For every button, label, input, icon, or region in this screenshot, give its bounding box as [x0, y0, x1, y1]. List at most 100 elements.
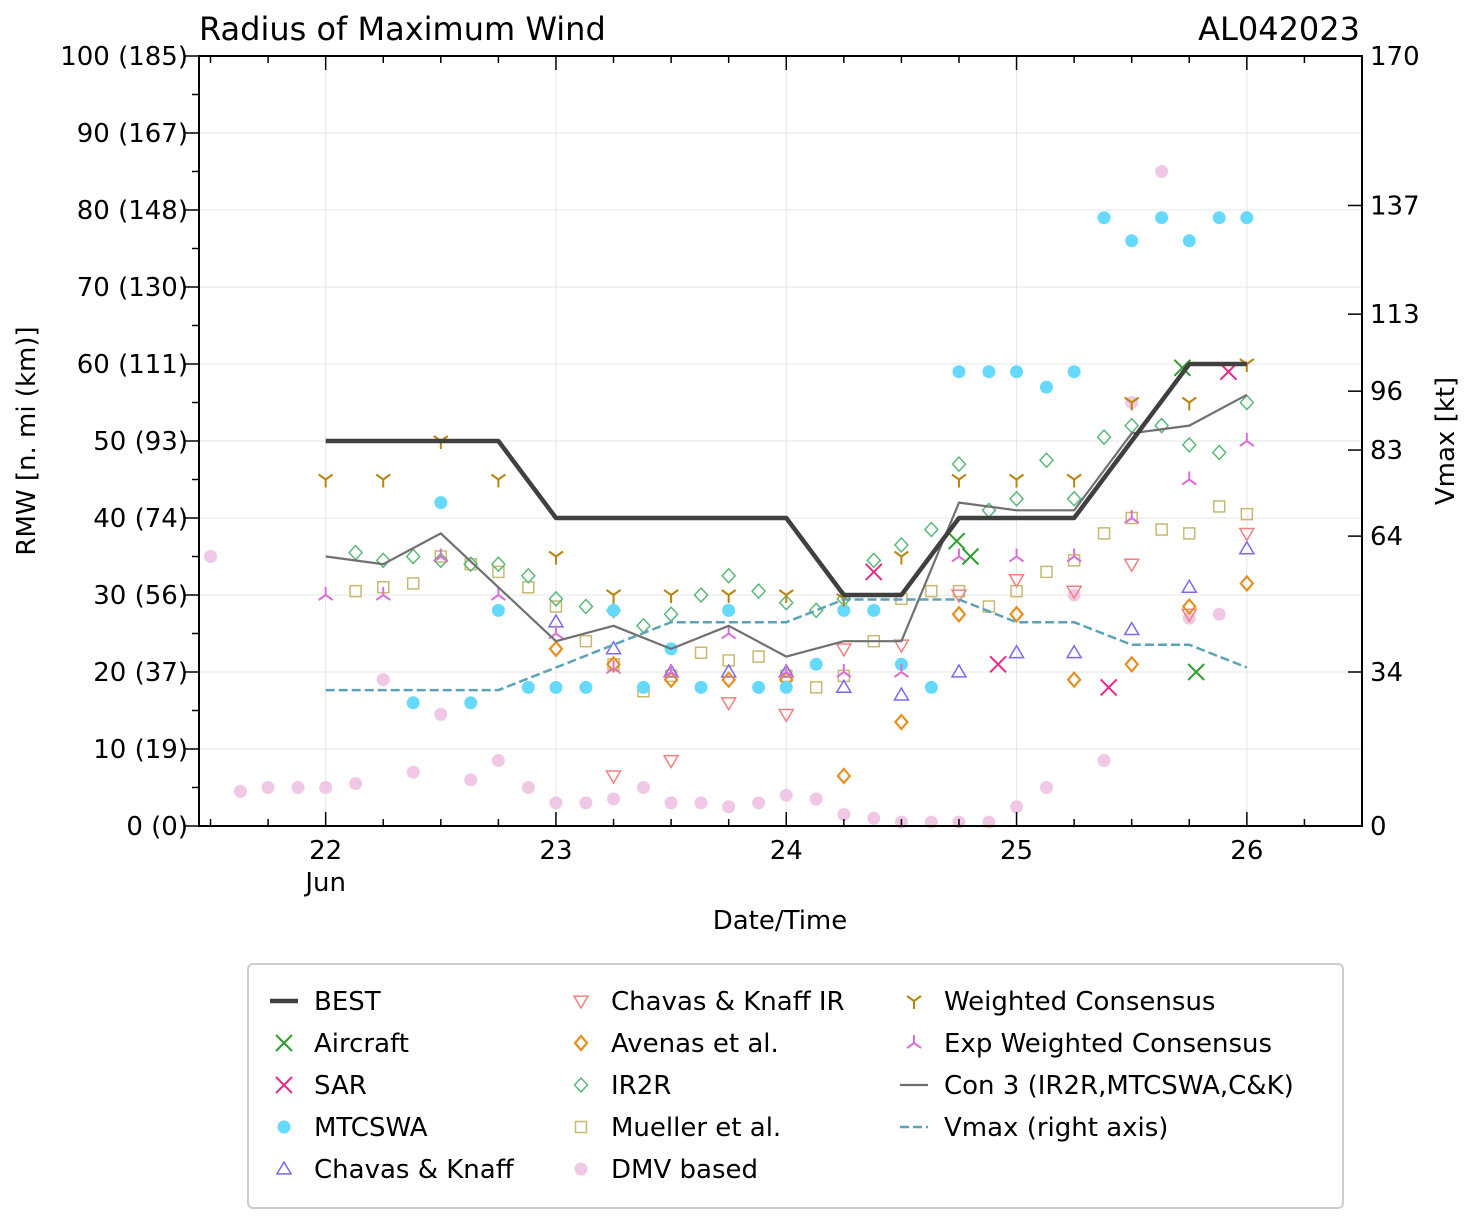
legend-swatch	[573, 1076, 589, 1094]
y-tick-label: 100 (185)	[60, 42, 188, 72]
series-mueller-et-al	[349, 500, 1254, 698]
chavas-knaff-ir-point	[605, 770, 622, 785]
exp-weighted-consensus-point	[605, 660, 622, 674]
legend-swatch	[906, 1035, 922, 1049]
chavas-knaff-ir-point	[662, 754, 680, 770]
y-tick-label: 60 (111)	[77, 350, 188, 380]
mueller-et-al-point	[406, 577, 420, 590]
legend-entry-weighted-consensus: Weighted Consensus	[906, 987, 1215, 1017]
dmv-based-point	[549, 796, 563, 810]
ir2r-point	[923, 521, 939, 538]
y-tick-label: 80 (148)	[77, 196, 188, 226]
chavas-knaff-ir-point	[1180, 608, 1198, 623]
legend-label: Weighted Consensus	[944, 987, 1215, 1017]
exp-weighted-consensus-point	[375, 587, 391, 601]
chavas-knaff-ir-point	[1123, 558, 1141, 573]
series-sar	[865, 362, 1238, 697]
chavas-knaff-ir-point	[950, 589, 968, 604]
chavas-knaff-ir-point	[720, 697, 737, 712]
exp-weighted-consensus-point	[663, 664, 679, 678]
mueller-et-al-point	[549, 600, 563, 613]
dmv-based-point	[261, 781, 275, 794]
exp-weighted-consensus-point	[1124, 510, 1140, 524]
mueller-et-al-point	[492, 565, 505, 579]
exp-weighted-consensus-point	[1239, 433, 1255, 447]
dmv-based-point	[233, 784, 247, 798]
legend-label: Avenas et al.	[611, 1029, 779, 1059]
y-tick-label: 50 (93)	[93, 427, 188, 457]
dmv-based-point	[579, 796, 593, 810]
mtcswa-point	[809, 657, 823, 671]
weighted-consensus-point	[778, 589, 794, 603]
x-tick-label: 26	[1230, 836, 1263, 866]
ir2r-point	[951, 455, 967, 473]
chavas-knaff-point	[720, 663, 737, 678]
series-vmax-right-axis	[325, 598, 1248, 692]
avenas-et-al-point	[1124, 655, 1140, 673]
dmv-based-point	[722, 800, 736, 814]
dmv-based-point	[636, 781, 650, 794]
legend-swatch	[277, 1120, 291, 1134]
legend-entry-aircraft: Aircraft	[275, 1029, 409, 1059]
legend-entry-dmv-based: DMV based	[574, 1155, 758, 1185]
series-weighted-consensus	[318, 358, 1255, 607]
weighted-consensus-point	[318, 473, 334, 488]
ir2r-point	[405, 548, 421, 565]
mtcswa-point	[1212, 211, 1226, 225]
ir2r-point	[375, 552, 391, 569]
series-dmv-based	[204, 165, 1226, 829]
y2-tick-label: 170	[1370, 42, 1420, 72]
mueller-et-al-point	[925, 584, 938, 598]
ir2r-point	[348, 544, 364, 561]
series-exp-weighted-consensus	[318, 433, 1255, 678]
dmv-based-point	[521, 781, 535, 794]
chavas-knaff-ir-point	[1238, 527, 1256, 542]
legend-label: IR2R	[611, 1071, 671, 1101]
ir2r-point	[433, 552, 449, 569]
series-mtcswa	[406, 211, 1254, 710]
legend-frame	[247, 963, 1344, 1209]
mueller-et-al-point	[1040, 565, 1053, 579]
chavas-knaff-point	[1180, 578, 1198, 593]
legend-label: Aircraft	[314, 1029, 409, 1059]
chavas-knaff-point	[1238, 540, 1256, 555]
mtcswa-point	[1240, 211, 1254, 225]
avenas-et-al-point	[1181, 597, 1197, 616]
mtcswa-point	[952, 365, 966, 379]
mtcswa-point	[867, 603, 881, 617]
mtcswa-point	[434, 496, 448, 510]
mtcswa-point	[982, 365, 996, 379]
y2-tick-label: 83	[1370, 436, 1403, 466]
avenas-et-al-point	[1009, 605, 1024, 623]
y-tick-label: 20 (37)	[93, 658, 188, 688]
series-con-3-ir2r-mtcswa-c-k	[325, 393, 1248, 658]
chavas-knaff-ir-point	[777, 708, 795, 723]
ir2r-point	[520, 567, 536, 584]
mueller-et-al-point	[1212, 500, 1226, 513]
legend-swatch	[572, 995, 590, 1010]
mtcswa-point	[521, 680, 535, 694]
weighted-consensus-point	[1124, 396, 1140, 411]
ir2r-point	[1009, 490, 1025, 507]
x-axis-label: Date/Time	[713, 906, 848, 936]
legend-label: Chavas & Knaff	[314, 1155, 515, 1185]
chart-title: Radius of Maximum Wind	[199, 10, 606, 48]
legend-label: Exp Weighted Consensus	[944, 1029, 1272, 1059]
chavas-knaff-point	[777, 663, 795, 678]
avenas-et-al-point	[836, 767, 852, 785]
dmv-based-point	[809, 792, 823, 806]
avenas-et-al-point	[1239, 574, 1255, 593]
sar-point	[865, 563, 883, 581]
mtcswa-point	[491, 603, 505, 617]
mtcswa-point	[406, 696, 420, 710]
legend-swatch	[275, 1076, 293, 1094]
exp-weighted-consensus-point	[1066, 548, 1082, 563]
weighted-consensus-point	[663, 589, 679, 603]
y-tick-label: 70 (130)	[77, 273, 188, 303]
dmv-based-point	[464, 773, 478, 787]
legend-label: MTCSWA	[314, 1113, 428, 1143]
chavas-knaff-point	[1123, 621, 1141, 636]
weighted-consensus-point	[490, 473, 506, 488]
